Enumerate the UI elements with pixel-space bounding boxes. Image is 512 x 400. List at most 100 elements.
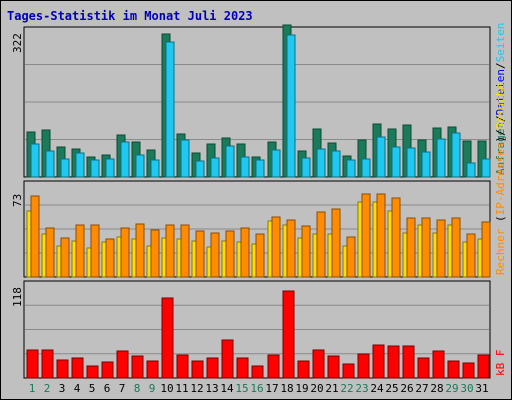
day-label-22: 22 <box>340 382 354 395</box>
bar-bottom-kb-f-day-25 <box>387 345 400 379</box>
bar-bottom-kb-f-day-26 <box>402 345 415 379</box>
bar-middle-rechner-day-5 <box>90 224 100 278</box>
bar-middle-rechner-day-27 <box>421 217 431 278</box>
day-label-28: 28 <box>430 382 444 395</box>
bar-middle-rechner-day-16 <box>255 233 265 278</box>
bar-top-seiten-day-8 <box>135 154 145 178</box>
day-label-2: 2 <box>43 382 51 395</box>
bar-bottom-kb-f-day-5 <box>86 365 99 379</box>
bar-bottom-kb-f-day-27 <box>417 357 430 379</box>
bar-middle-rechner-day-24 <box>376 193 386 278</box>
bar-bottom-kb-f-day-19 <box>297 360 310 379</box>
day-label-16: 16 <box>250 382 264 395</box>
day-label-30: 30 <box>460 382 474 395</box>
bar-bottom-kb-f-day-15 <box>236 357 249 379</box>
bar-middle-rechner-day-1 <box>30 195 40 278</box>
y-max-label-bottom: 118 <box>11 287 24 307</box>
bar-middle-rechner-day-8 <box>135 223 145 278</box>
bar-bottom-kb-f-day-16 <box>251 365 264 379</box>
bar-middle-rechner-day-26 <box>406 217 416 278</box>
bar-top-seiten-day-3 <box>60 158 70 178</box>
bar-bottom-kb-f-day-30 <box>462 362 475 379</box>
day-label-25: 25 <box>385 382 399 395</box>
bar-top-seiten-day-27 <box>421 151 431 178</box>
bar-top-seiten-day-7 <box>120 141 130 178</box>
bar-top-seiten-day-13 <box>210 157 220 178</box>
bar-bottom-kb-f-day-23 <box>357 353 370 379</box>
y-max-label-middle: 73 <box>11 193 24 207</box>
bar-bottom-kb-f-day-22 <box>342 363 355 379</box>
bar-middle-rechner-day-19 <box>301 225 311 278</box>
y-max-label-top: 322 <box>11 33 24 53</box>
day-label-7: 7 <box>118 382 126 395</box>
day-label-17: 17 <box>265 382 279 395</box>
bar-bottom-kb-f-day-3 <box>56 359 69 379</box>
bar-bottom-kb-f-day-2 <box>41 349 54 379</box>
bar-middle-rechner-day-13 <box>210 232 220 278</box>
bar-bottom-kb-f-day-21 <box>327 355 340 379</box>
day-label-11: 11 <box>175 382 189 395</box>
day-label-21: 21 <box>325 382 339 395</box>
bar-top-seiten-day-19 <box>301 157 311 178</box>
legend-middle-part-1: ( <box>494 215 507 229</box>
bar-middle-rechner-day-28 <box>436 219 446 278</box>
bar-middle-rechner-day-21 <box>331 208 341 278</box>
day-label-5: 5 <box>88 382 96 395</box>
bar-middle-rechner-day-3 <box>60 237 70 278</box>
day-label-31: 31 <box>475 382 489 395</box>
bar-top-seiten-day-9 <box>150 159 160 178</box>
bar-bottom-kb-f-day-29 <box>447 360 460 379</box>
bar-bottom-kb-f-day-10 <box>161 297 174 379</box>
bar-bottom-kb-f-day-13 <box>206 357 219 379</box>
legend-top-part-4: Seiten <box>494 22 507 63</box>
bar-middle-rechner-day-25 <box>391 197 401 278</box>
day-label-29: 29 <box>445 382 459 395</box>
bar-bottom-kb-f-day-20 <box>312 349 325 379</box>
day-label-23: 23 <box>355 382 369 395</box>
bar-top-seiten-day-10 <box>165 41 175 178</box>
day-label-9: 9 <box>148 382 156 395</box>
bar-middle-rechner-day-9 <box>150 229 160 278</box>
bar-bottom-kb-f-day-17 <box>267 354 280 379</box>
bar-bottom-kb-f-day-7 <box>116 350 129 379</box>
chart-title: Tages-Statistik im Monat Juli 2023 <box>7 9 253 23</box>
bar-bottom-kb-f-day-31 <box>477 354 490 379</box>
bar-top-seiten-day-30 <box>466 162 476 178</box>
day-label-27: 27 <box>415 382 429 395</box>
bar-top-seiten-day-6 <box>105 158 115 178</box>
bar-top-seiten-day-21 <box>331 150 341 178</box>
day-label-12: 12 <box>190 382 204 395</box>
legend-bottom: kB F <box>494 350 507 377</box>
bar-middle-rechner-day-20 <box>316 211 326 278</box>
bar-middle-rechner-day-23 <box>361 193 371 278</box>
bar-middle-rechner-day-31 <box>481 221 491 278</box>
bar-bottom-kb-f-day-9 <box>146 360 159 379</box>
bar-bottom-kb-f-day-24 <box>372 344 385 379</box>
bar-top-seiten-day-31 <box>481 158 491 178</box>
bar-bottom-kb-f-day-12 <box>191 360 204 379</box>
day-label-4: 4 <box>73 382 81 395</box>
bar-middle-rechner-day-7 <box>120 227 130 278</box>
bar-top-seiten-day-20 <box>316 148 326 178</box>
bar-top-seiten-day-11 <box>180 139 190 178</box>
day-label-15: 15 <box>235 382 249 395</box>
day-label-8: 8 <box>133 382 141 395</box>
day-label-10: 10 <box>160 382 174 395</box>
bar-top-seiten-day-12 <box>195 160 205 178</box>
bar-top-seiten-day-28 <box>436 138 446 178</box>
bar-bottom-kb-f-day-6 <box>101 361 114 379</box>
bar-top-seiten-day-4 <box>75 152 85 178</box>
day-label-13: 13 <box>205 382 219 395</box>
bar-middle-rechner-day-14 <box>225 230 235 278</box>
bar-bottom-kb-f-day-4 <box>71 357 84 379</box>
bar-middle-rechner-day-12 <box>195 230 205 278</box>
day-label-14: 14 <box>220 382 234 395</box>
bar-top-seiten-day-17 <box>271 149 281 178</box>
bar-middle-rechner-day-10 <box>165 224 175 278</box>
bar-bottom-kb-f-day-14 <box>221 339 234 379</box>
bar-middle-rechner-day-30 <box>466 233 476 278</box>
bar-top-seiten-day-25 <box>391 146 401 178</box>
panel-top <box>23 24 491 178</box>
bar-top-seiten-day-22 <box>346 159 356 178</box>
bar-top-seiten-day-23 <box>361 158 371 178</box>
